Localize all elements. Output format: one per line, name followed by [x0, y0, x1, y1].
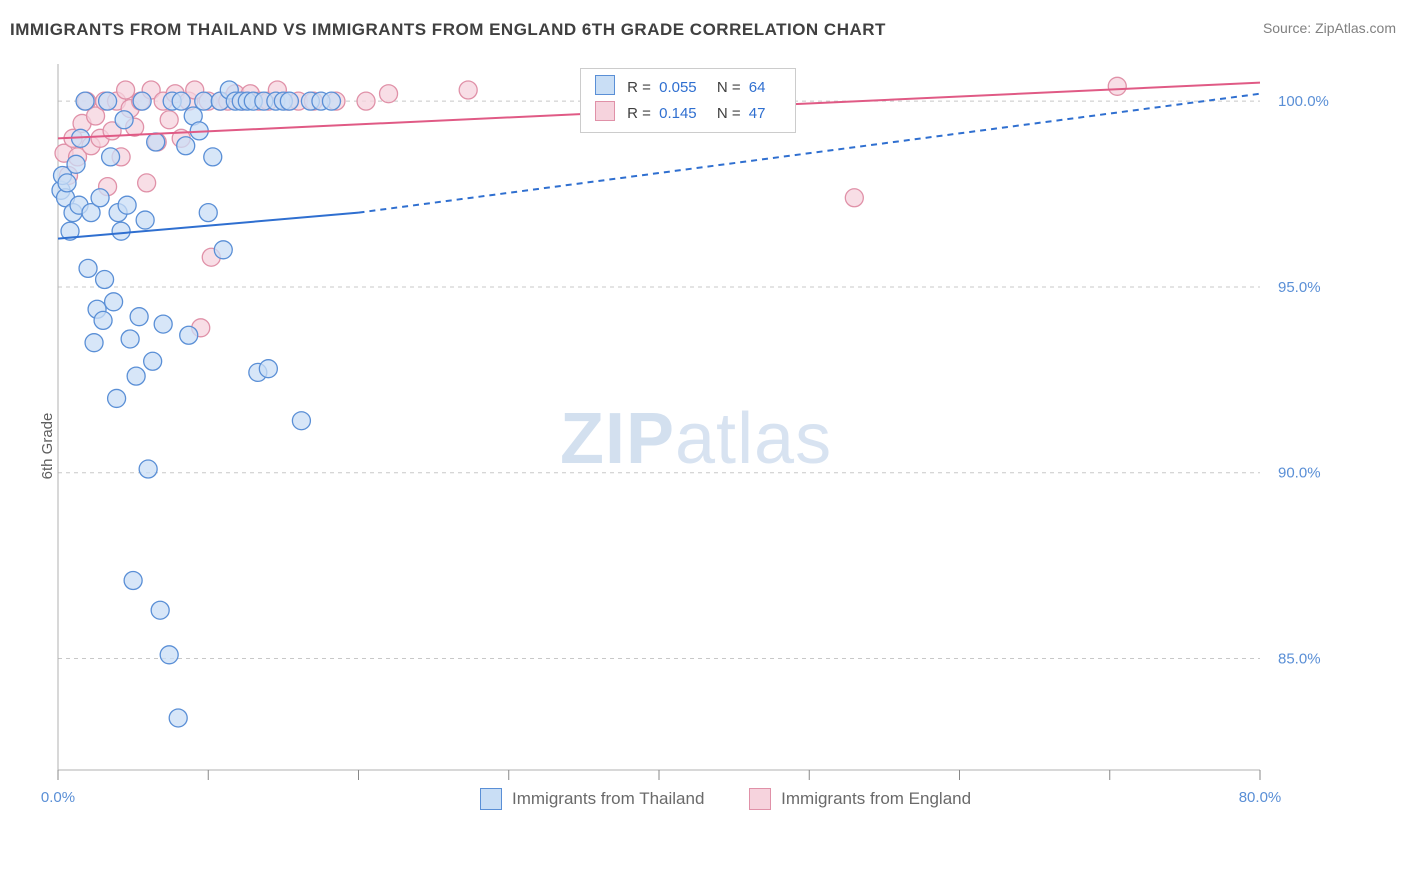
chart-plot-area: 85.0%90.0%95.0%100.0%0.0%80.0% ZIPatlas … — [50, 58, 1330, 818]
stat-r-label: R = — [627, 79, 651, 96]
svg-text:0.0%: 0.0% — [41, 789, 75, 806]
stats-row-england: R = 0.145 N = 47 — [595, 101, 781, 127]
stat-n-label: N = — [717, 79, 741, 96]
legend-label-thailand: Immigrants from Thailand — [512, 789, 704, 809]
series-legend: Immigrants from Thailand Immigrants from… — [480, 788, 1011, 815]
legend-swatch-thailand — [480, 788, 502, 810]
stat-n-label-2: N = — [717, 105, 741, 122]
chart-title: IMMIGRANTS FROM THAILAND VS IMMIGRANTS F… — [10, 20, 886, 40]
svg-text:90.0%: 90.0% — [1278, 465, 1321, 482]
stat-r-thailand: 0.055 — [659, 79, 697, 96]
svg-text:100.0%: 100.0% — [1278, 93, 1329, 110]
legend-label-england: Immigrants from England — [781, 789, 971, 809]
swatch-thailand — [595, 75, 615, 95]
swatch-england — [595, 101, 615, 121]
legend-swatch-england — [749, 788, 771, 810]
source-attribution: Source: ZipAtlas.com — [1263, 20, 1396, 36]
chart-svg: 85.0%90.0%95.0%100.0%0.0%80.0% — [50, 58, 1330, 818]
source-value: ZipAtlas.com — [1315, 20, 1396, 36]
stat-n-thailand: 64 — [749, 79, 766, 96]
stats-legend: R = 0.055 N = 64 R = 0.145 N = 47 — [580, 68, 796, 133]
stats-row-thailand: R = 0.055 N = 64 — [595, 75, 781, 101]
legend-item-england: Immigrants from England — [749, 788, 971, 810]
legend-item-thailand: Immigrants from Thailand — [480, 788, 704, 810]
stat-n-england: 47 — [749, 105, 766, 122]
svg-text:95.0%: 95.0% — [1278, 279, 1321, 296]
stat-r-label-2: R = — [627, 105, 651, 122]
svg-text:85.0%: 85.0% — [1278, 651, 1321, 668]
source-label: Source: — [1263, 20, 1311, 36]
svg-text:80.0%: 80.0% — [1239, 789, 1282, 806]
stat-r-england: 0.145 — [659, 105, 697, 122]
